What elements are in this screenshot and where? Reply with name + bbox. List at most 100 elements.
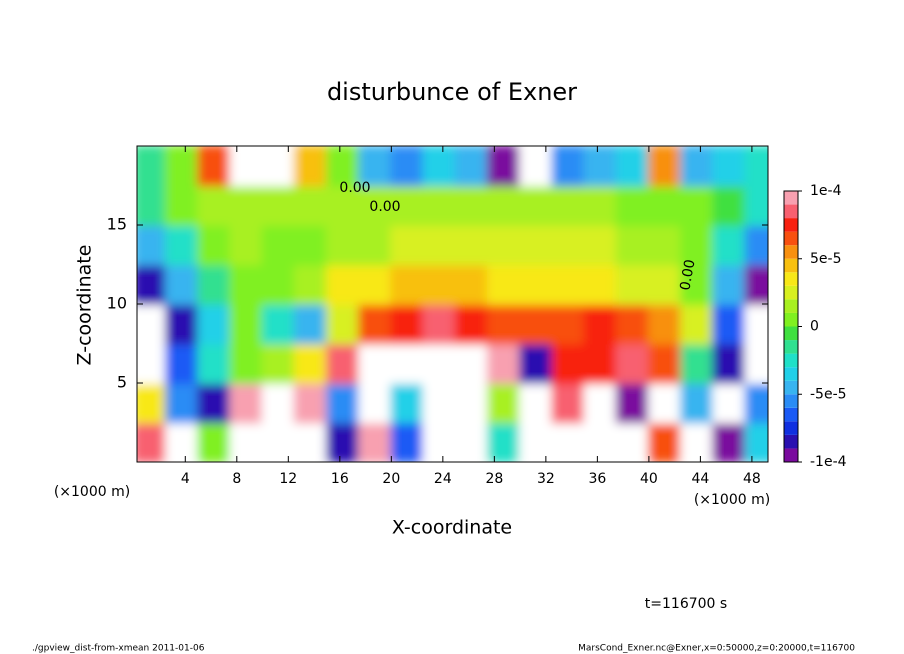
heat-cell — [164, 421, 200, 462]
heat-cell — [197, 382, 232, 424]
heat-cell — [615, 146, 650, 187]
heat-cell — [293, 382, 328, 424]
heat-cell — [325, 184, 361, 226]
heat-cell — [229, 224, 264, 266]
colorbar-swatch — [784, 434, 798, 449]
colorbar-tick-label: -5e-5 — [810, 386, 847, 402]
heat-cell — [358, 303, 393, 345]
heat-cell — [229, 421, 264, 462]
colorbar-swatch — [784, 326, 798, 341]
heat-cell — [519, 382, 554, 424]
heat-cell — [551, 146, 586, 187]
heat-cell — [358, 146, 393, 187]
heat-cell — [486, 224, 522, 266]
heat-cell — [164, 224, 200, 266]
colorbar-swatch — [784, 448, 798, 462]
heat-cell — [229, 382, 264, 424]
heat-cell — [261, 421, 296, 462]
heat-cell — [519, 146, 554, 187]
colorbar-swatch — [784, 340, 798, 354]
heat-cell — [358, 421, 393, 462]
heat-cell — [583, 342, 618, 384]
heat-cell — [325, 382, 361, 424]
heat-cell — [422, 303, 457, 345]
heat-cell — [680, 382, 715, 424]
heat-cell — [583, 146, 618, 187]
heat-cell — [325, 146, 361, 187]
heat-cell — [390, 263, 425, 305]
colorbar-swatch — [784, 218, 798, 232]
heat-cell — [454, 421, 489, 462]
heat-cell — [137, 382, 167, 424]
heat-cell — [486, 146, 522, 187]
colorbar-swatch — [784, 191, 798, 205]
heat-cell — [647, 146, 683, 187]
heat-cell — [647, 421, 683, 462]
heat-cell — [647, 382, 683, 424]
heat-cell — [680, 421, 715, 462]
colorbar-swatch — [784, 380, 798, 395]
x-tick-label: 40 — [640, 471, 658, 487]
heat-cell — [293, 263, 328, 305]
heat-cell — [390, 382, 425, 424]
colorbar-swatch — [784, 204, 798, 219]
heat-cell — [164, 382, 200, 424]
contour-label: 0.00 — [339, 180, 370, 196]
heat-cell — [615, 224, 650, 266]
heat-cell — [325, 342, 361, 384]
heat-cell — [454, 146, 489, 187]
colorbar-swatch — [784, 312, 798, 327]
heat-cell — [229, 263, 264, 305]
heat-cell — [454, 224, 489, 266]
heat-cell — [137, 146, 167, 187]
heat-cell — [680, 146, 715, 187]
x-tick-label: 44 — [691, 471, 709, 487]
heat-cell — [615, 263, 650, 305]
heat-cell — [293, 421, 328, 462]
heat-cell — [137, 303, 167, 345]
heat-cell — [647, 224, 683, 266]
heat-cell — [744, 263, 768, 305]
x-tick-label: 4 — [181, 471, 190, 487]
y-tick-label: 5 — [117, 373, 127, 392]
colorbar-swatch — [784, 367, 798, 381]
heat-cell — [197, 303, 232, 345]
heat-cell — [358, 263, 393, 305]
heat-cell — [744, 146, 768, 187]
heat-cell — [615, 184, 650, 226]
x-unit-label: (×1000 m) — [694, 492, 770, 508]
heat-cell — [744, 303, 768, 345]
colorbar-swatch — [784, 421, 798, 435]
heat-cell — [712, 421, 747, 462]
heat-cell — [519, 303, 554, 345]
heat-cell — [261, 382, 296, 424]
heat-cell — [454, 342, 489, 384]
time-label: t=116700 s — [645, 596, 727, 612]
footer-left: ./gpview_dist-from-xmean 2011-01-06 — [32, 644, 205, 654]
heat-cell — [229, 146, 264, 187]
heat-cell — [744, 421, 768, 462]
heat-cell — [712, 224, 747, 266]
heat-cell — [519, 224, 554, 266]
heat-cell — [137, 421, 167, 462]
heat-cell — [680, 303, 715, 345]
heat-cell — [712, 263, 747, 305]
colorbar-tick-label: 5e-5 — [810, 251, 841, 267]
heat-cell — [325, 263, 361, 305]
heat-cell — [422, 224, 457, 266]
x-tick-label: 8 — [232, 471, 241, 487]
heat-cell — [583, 184, 618, 226]
heat-cell — [486, 263, 522, 305]
heat-cell — [261, 184, 296, 226]
heat-cell — [164, 146, 200, 187]
heat-cell — [647, 184, 683, 226]
chart-title: disturbunce of Exner — [327, 78, 577, 106]
heat-cell — [486, 382, 522, 424]
heat-cell — [551, 184, 586, 226]
cells — [137, 146, 768, 462]
heat-cell — [137, 224, 167, 266]
field — [137, 146, 768, 462]
heat-cell — [519, 421, 554, 462]
x-tick-label: 24 — [434, 471, 452, 487]
heat-cell — [422, 146, 457, 187]
